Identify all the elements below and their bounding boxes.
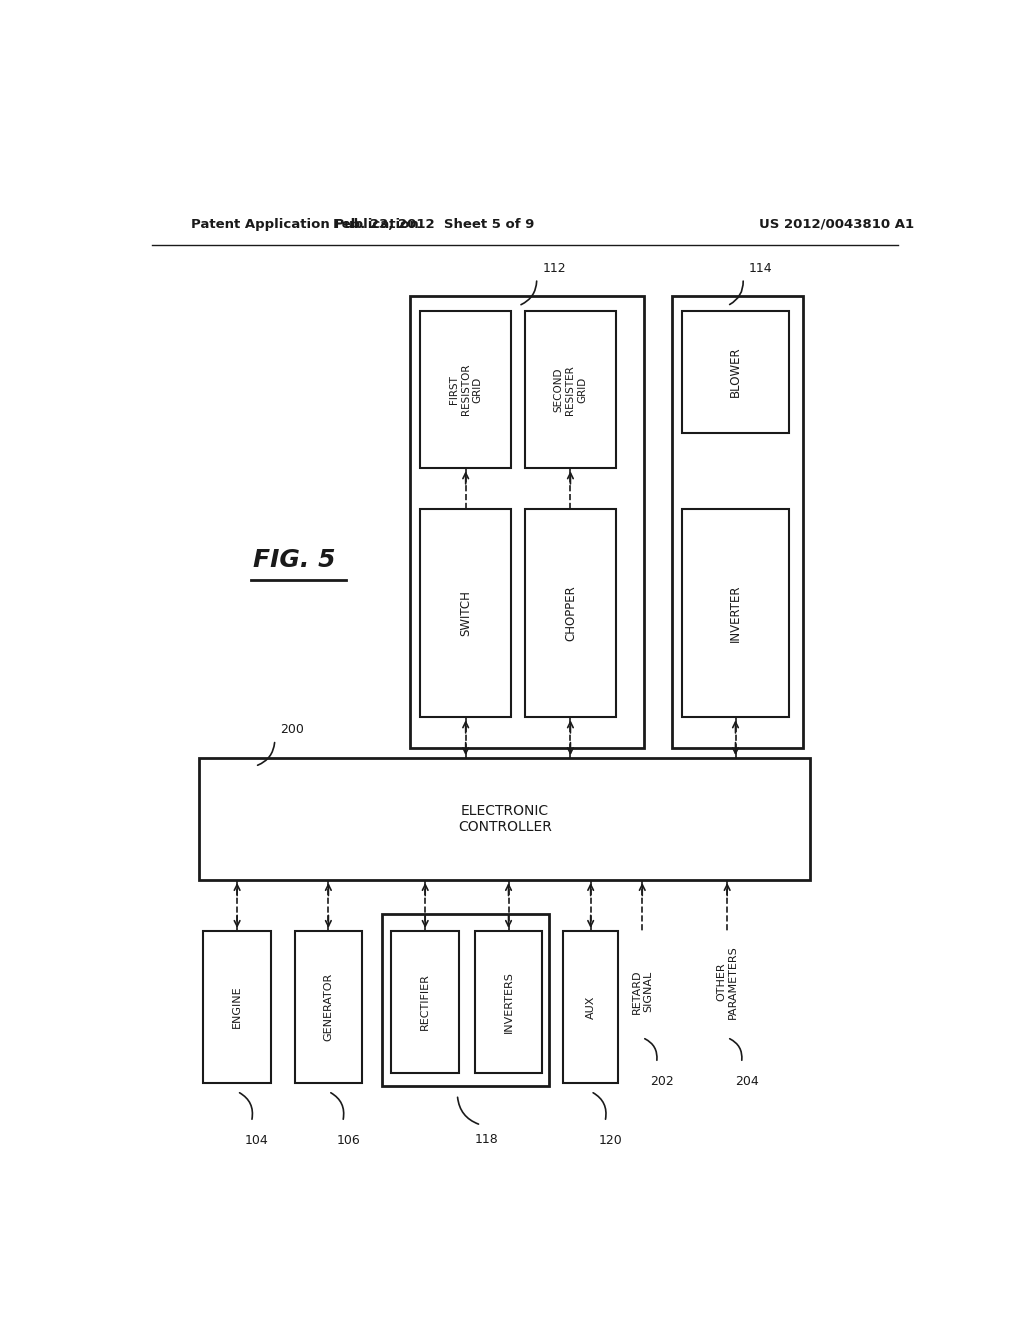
Bar bbox=[200, 758, 811, 880]
Bar bbox=[391, 931, 459, 1073]
Bar bbox=[682, 510, 790, 718]
Bar bbox=[524, 510, 616, 718]
Bar bbox=[672, 296, 803, 748]
Text: FIRST
RESISTOR
GRID: FIRST RESISTOR GRID bbox=[450, 364, 482, 416]
Text: RECTIFIER: RECTIFIER bbox=[420, 974, 430, 1031]
Text: 114: 114 bbox=[749, 261, 772, 275]
Text: FIG. 5: FIG. 5 bbox=[253, 548, 336, 572]
Bar bbox=[295, 931, 362, 1084]
Bar bbox=[382, 913, 549, 1086]
Text: SWITCH: SWITCH bbox=[459, 590, 472, 636]
Text: 106: 106 bbox=[336, 1134, 360, 1147]
Text: 202: 202 bbox=[650, 1074, 674, 1088]
Text: US 2012/0043810 A1: US 2012/0043810 A1 bbox=[759, 218, 914, 231]
Bar bbox=[524, 312, 616, 469]
Text: RETARD
SIGNAL: RETARD SIGNAL bbox=[632, 970, 653, 1014]
Text: BLOWER: BLOWER bbox=[729, 347, 742, 397]
Bar bbox=[420, 510, 511, 718]
Bar bbox=[563, 931, 618, 1084]
Text: 118: 118 bbox=[475, 1133, 499, 1146]
Text: 200: 200 bbox=[281, 723, 304, 737]
Text: ENGINE: ENGINE bbox=[232, 986, 242, 1028]
Bar bbox=[204, 931, 270, 1084]
Text: AUX: AUX bbox=[586, 995, 596, 1019]
Bar bbox=[475, 931, 543, 1073]
Text: CHOPPER: CHOPPER bbox=[564, 585, 577, 642]
Text: 104: 104 bbox=[245, 1134, 269, 1147]
Text: SECOND
RESISTER
GRID: SECOND RESISTER GRID bbox=[554, 364, 587, 414]
Text: OTHER
PARAMETERS: OTHER PARAMETERS bbox=[717, 945, 738, 1019]
Bar bbox=[682, 312, 790, 433]
Text: INVERTER: INVERTER bbox=[729, 585, 742, 642]
Text: 112: 112 bbox=[543, 261, 566, 275]
Text: ELECTRONIC
CONTROLLER: ELECTRONIC CONTROLLER bbox=[458, 804, 552, 834]
Text: INVERTERS: INVERTERS bbox=[504, 972, 513, 1034]
Text: GENERATOR: GENERATOR bbox=[324, 973, 334, 1041]
Bar bbox=[410, 296, 644, 748]
Text: 204: 204 bbox=[735, 1074, 759, 1088]
Text: Feb. 23, 2012  Sheet 5 of 9: Feb. 23, 2012 Sheet 5 of 9 bbox=[333, 218, 535, 231]
Bar bbox=[420, 312, 511, 469]
Text: Patent Application Publication: Patent Application Publication bbox=[191, 218, 419, 231]
Text: 120: 120 bbox=[599, 1134, 623, 1147]
